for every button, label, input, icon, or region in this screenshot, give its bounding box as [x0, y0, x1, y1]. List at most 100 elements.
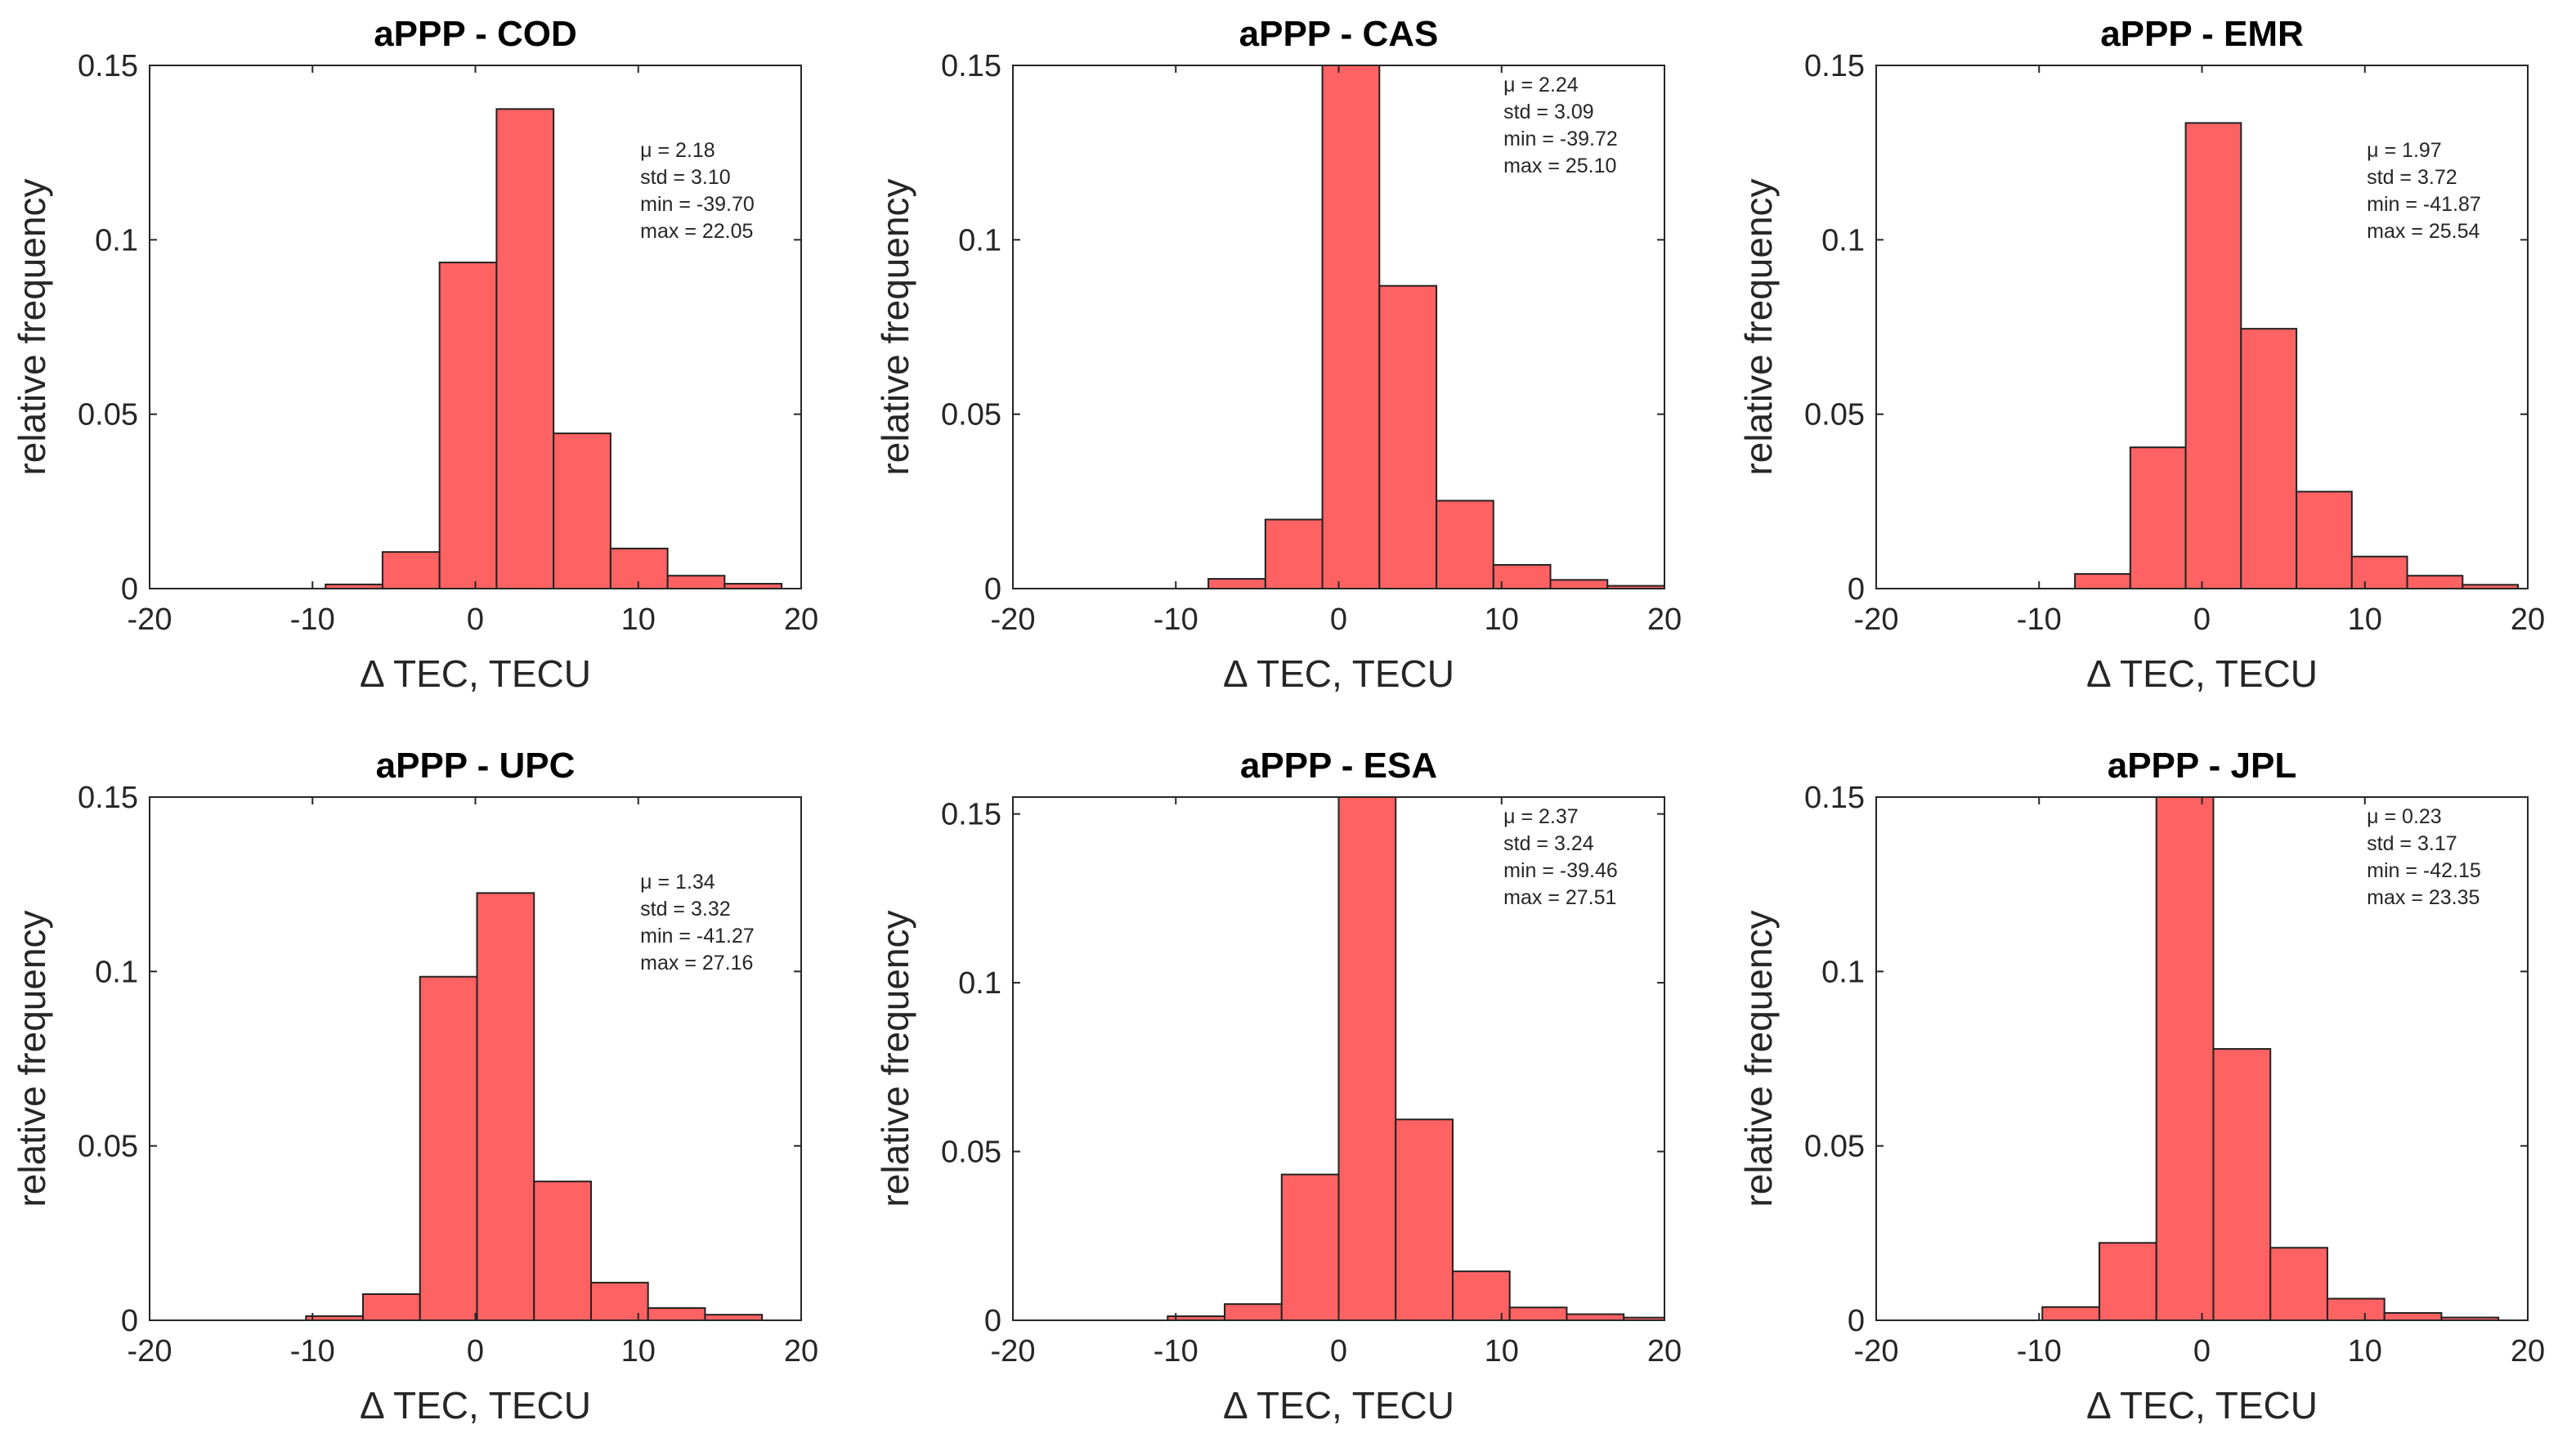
x-tick-label: 0 — [2193, 1334, 2211, 1369]
histogram-bar — [1337, 796, 1397, 1321]
histogram-bar — [2350, 555, 2408, 589]
y-tick-label: 0.1 — [95, 955, 138, 989]
y-tick-label: 0.15 — [1804, 781, 1865, 815]
x-tick-label: 10 — [621, 1334, 656, 1369]
histogram-bar — [2184, 122, 2242, 589]
y-tick-label: 0.1 — [958, 223, 1001, 258]
y-tick-label: 0.05 — [1804, 1130, 1865, 1164]
y-tick-label: 0.1 — [958, 966, 1001, 1001]
histogram-bar — [1395, 1118, 1454, 1322]
x-tick-label: 0 — [1330, 603, 1347, 637]
stats-line: min = -41.27 — [640, 925, 755, 948]
histogram-bars — [1207, 65, 1665, 590]
x-tick-label: 20 — [784, 1334, 818, 1369]
y-tick-label: 0.15 — [78, 49, 138, 83]
stats-line: std = 3.10 — [640, 166, 731, 189]
histogram-bar — [1264, 518, 1324, 590]
histogram-bar — [2326, 1297, 2386, 1321]
histogram-panel: -20 -10 0 10 20 0 0.05 0.1 0.15 aPPP - JPL Δ TEC, … — [1737, 746, 2545, 1427]
x-tick-label: -10 — [1154, 603, 1198, 637]
histogram-bar — [1207, 578, 1266, 590]
stats-line: max = 25.10 — [1503, 155, 1616, 177]
stats-line: max = 22.05 — [640, 220, 753, 243]
stats-annotation: μ = 2.24 std = 3.09 min = -39.72 max = 25.1… — [1503, 74, 1618, 177]
histogram-bar — [1451, 1270, 1511, 1321]
y-tick-label: 0.05 — [1804, 398, 1865, 432]
y-tick-label: 0.05 — [941, 1136, 1001, 1170]
y-axis-label: relative frequency — [1737, 178, 1780, 475]
x-axis-label: Δ TEC, TECU — [1223, 1384, 1454, 1427]
x-axis-label: Δ TEC, TECU — [360, 1384, 591, 1427]
stats-line: min = -39.46 — [1503, 859, 1618, 882]
y-axis-label: relative frequency — [874, 910, 916, 1207]
histogram-bar — [2074, 573, 2131, 590]
histogram-bar — [533, 1180, 592, 1321]
histogram-bar — [704, 1314, 764, 1322]
y-tick-label: 0.1 — [95, 223, 138, 258]
histogram-bar — [1436, 500, 1494, 589]
x-tick-label: -20 — [1854, 603, 1899, 637]
x-tick-label: 20 — [1647, 1334, 1682, 1369]
stats-line: min = -39.72 — [1503, 128, 1618, 150]
histogram-panel: -20 -10 0 10 20 0 0.05 0.1 0.15 aPPP - UPC Δ TEC, … — [11, 746, 818, 1427]
x-tick-label: 20 — [2511, 603, 2545, 637]
y-tick-label: 0 — [984, 572, 1001, 607]
stats-annotation: μ = 0.23 std = 3.17 min = -42.15 max = 23.3… — [2367, 805, 2481, 909]
histogram-bar — [1549, 579, 1609, 589]
x-tick-label: -10 — [2017, 603, 2062, 637]
histogram-bars — [2041, 796, 2500, 1322]
chart-title: aPPP - ESA — [1240, 746, 1437, 786]
histogram-bar — [647, 1307, 706, 1321]
stats-annotation: μ = 2.37 std = 3.24 min = -39.46 max = 27.5… — [1503, 805, 1618, 909]
histogram-bar — [2269, 1247, 2328, 1321]
histogram-bar — [438, 262, 498, 589]
x-tick-label: -20 — [991, 603, 1036, 637]
x-axis-label: Δ TEC, TECU — [2086, 652, 2318, 695]
histogram-bar — [1508, 1306, 1568, 1322]
x-tick-label: -10 — [290, 603, 335, 637]
x-tick-label: -20 — [128, 603, 172, 637]
x-tick-label: -10 — [1154, 1334, 1198, 1369]
stats-annotation: μ = 2.18 std = 3.10 min = -39.70 max = 22.0… — [640, 139, 755, 243]
histogram-bar — [381, 551, 441, 590]
x-tick-label: 10 — [1485, 1334, 1519, 1369]
stats-line: μ = 1.97 — [2367, 139, 2442, 162]
y-axis-label: relative frequency — [11, 178, 53, 475]
x-tick-label: 0 — [467, 1334, 484, 1369]
histogram-bar — [2041, 1306, 2100, 1321]
chart-title: aPPP - EMR — [2100, 14, 2304, 54]
histogram-bar — [419, 975, 478, 1321]
stats-line: min = -39.70 — [640, 193, 755, 216]
x-axis-label: Δ TEC, TECU — [2086, 1384, 2318, 1427]
x-tick-label: -20 — [991, 1334, 1036, 1369]
y-tick-label: 0.05 — [78, 398, 138, 432]
stats-line: max = 27.51 — [1503, 886, 1616, 909]
histogram-panel: -20 -10 0 10 20 0 0.05 0.1 0.15 aPPP - ESA Δ TEC, … — [874, 746, 1682, 1427]
y-tick-label: 0.15 — [78, 781, 138, 815]
x-tick-label: -10 — [290, 1334, 335, 1369]
stats-line: μ = 2.18 — [640, 139, 715, 162]
stats-line: max = 25.54 — [2367, 220, 2480, 243]
stats-line: min = -41.87 — [2367, 193, 2481, 216]
chart-title: aPPP - UPC — [376, 746, 576, 786]
histogram-bars — [305, 892, 764, 1322]
histogram-bar — [1321, 65, 1381, 589]
histogram-bar — [1492, 563, 1552, 590]
y-tick-label: 0 — [984, 1304, 1001, 1338]
histogram-panel: -20 -10 0 10 20 0 0.05 0.1 0.15 aPPP - EMR Δ TEC, … — [1737, 14, 2545, 695]
histogram-bar — [2155, 796, 2215, 1321]
y-axis-label: relative frequency — [874, 178, 916, 475]
x-tick-label: 10 — [1485, 603, 1519, 637]
y-tick-label: 0.15 — [1804, 49, 1865, 83]
y-tick-label: 0.1 — [1821, 223, 1865, 258]
stats-line: std = 3.09 — [1503, 101, 1594, 123]
histogram-bar — [589, 1281, 649, 1322]
stats-annotation: μ = 1.97 std = 3.72 min = -41.87 max = 25.5… — [2367, 139, 2481, 243]
histogram-bar — [2129, 446, 2187, 590]
x-tick-label: 0 — [1330, 1334, 1347, 1369]
y-axis-label: relative frequency — [1737, 910, 1780, 1207]
histogram-bar — [2383, 1312, 2443, 1322]
chart-title: aPPP - JPL — [2108, 746, 2297, 786]
stats-line: min = -42.15 — [2367, 859, 2481, 882]
panels-root: -20 -10 0 10 20 0 0.05 0.1 0.15 aPPP - COD Δ TEC, … — [11, 14, 2545, 1427]
